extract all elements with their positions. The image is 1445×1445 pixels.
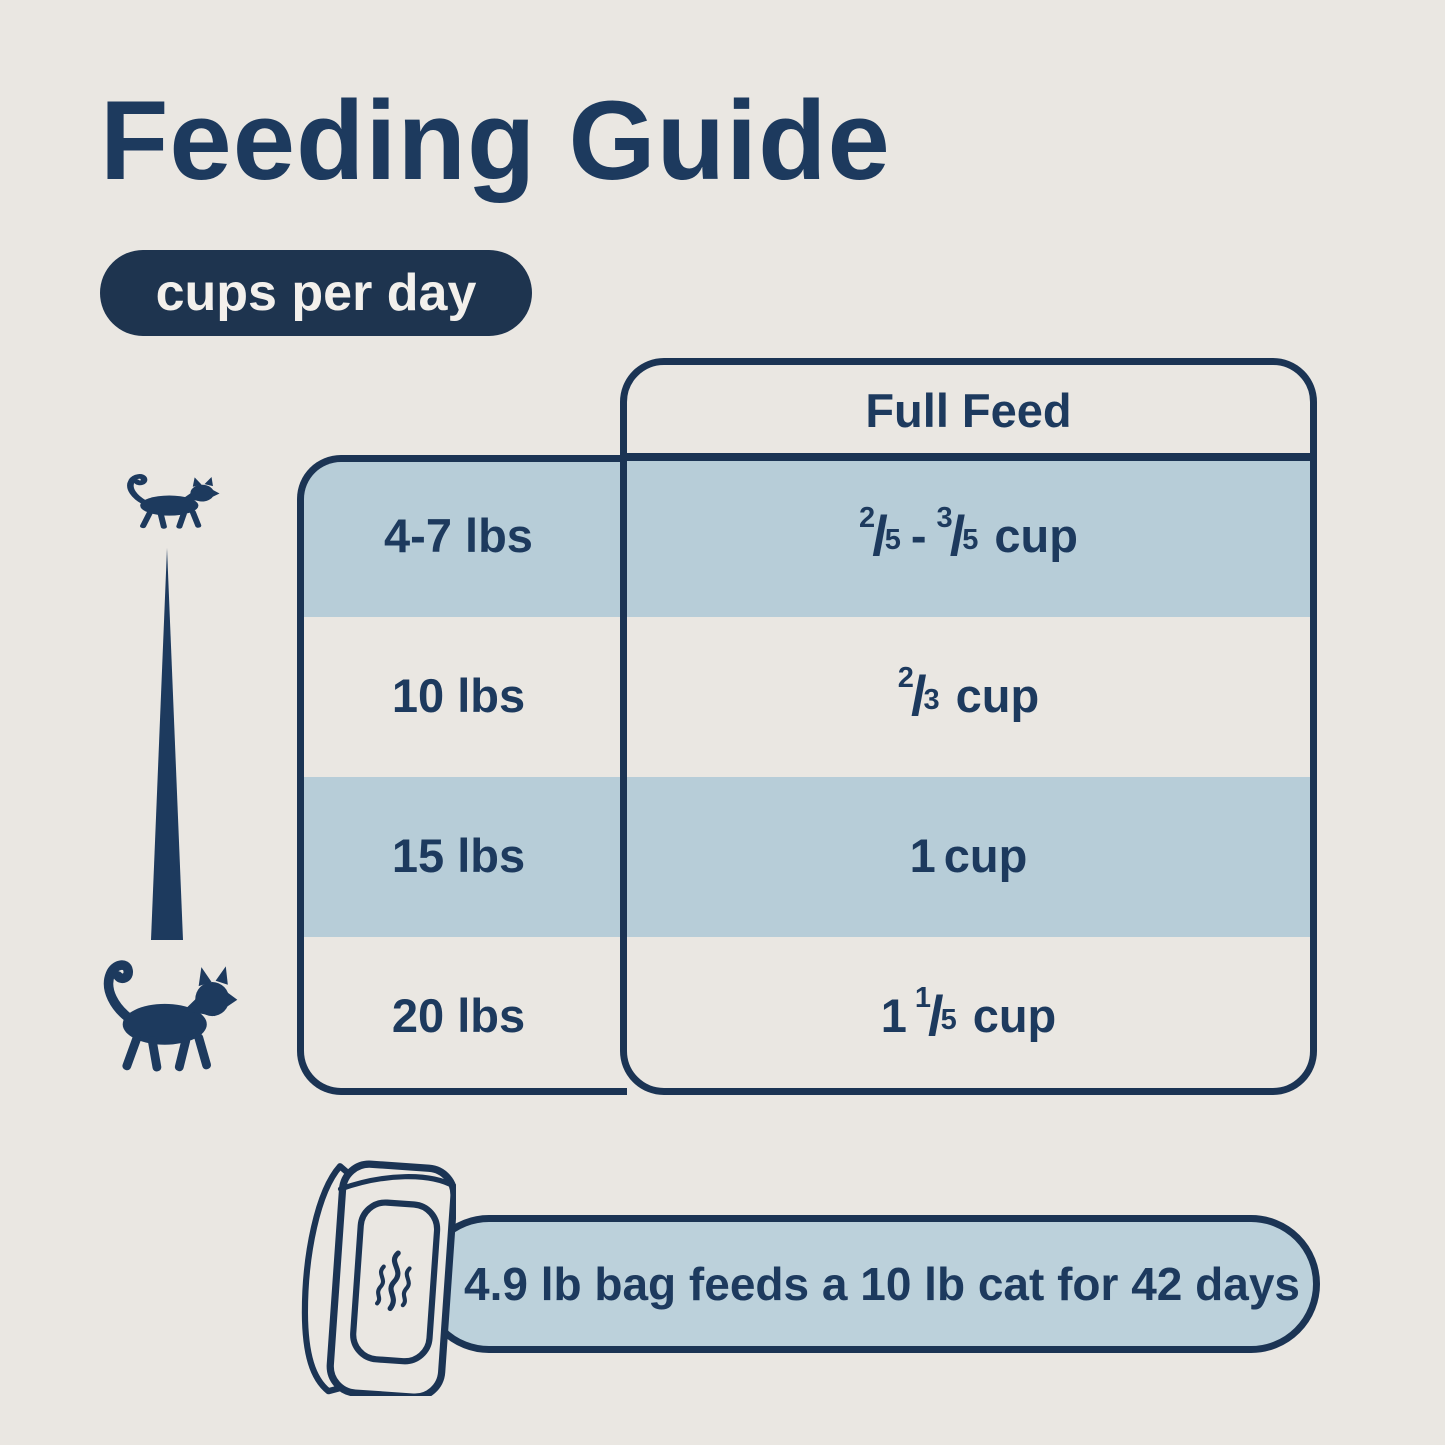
weight-cell: 4-7 lbs: [384, 508, 533, 562]
cups-cell: 2/5 - 3/5 cup: [620, 455, 1317, 615]
fraction-slash: /: [949, 503, 966, 567]
fraction-denominator: 3: [923, 683, 940, 716]
fraction-numerator: 1: [914, 981, 931, 1014]
weight-column-frame: [297, 455, 627, 1095]
cups-per-day-label: cups per day: [155, 264, 477, 322]
fraction-numerator: 3: [936, 501, 953, 534]
unit-label: cup: [955, 668, 1040, 722]
unit-label: cup: [994, 508, 1078, 562]
full-feed-column-frame: [620, 358, 1317, 1095]
cups-per-day-badge: cups per day: [100, 250, 532, 336]
weight-cell: 10 lbs: [391, 668, 526, 722]
bag-info-text: 4.9 lb bag feeds a 10 lb cat for 42 days: [463, 1258, 1301, 1310]
row-stripe: [302, 777, 1312, 937]
unit-label: cup: [943, 828, 1028, 882]
whole-number: 1: [880, 988, 907, 1042]
fraction-slash: /: [928, 983, 944, 1047]
fraction-denominator: 5: [940, 1003, 957, 1036]
range-dash: -: [910, 508, 927, 562]
cat-size-scale-wedge: [151, 548, 183, 940]
steam-icon: [374, 1250, 412, 1312]
small-cat-icon: [127, 474, 220, 529]
fraction-slash: /: [872, 503, 888, 567]
whole-number: 1: [909, 828, 936, 882]
weight-cell: 15 lbs: [391, 828, 526, 882]
cups-cell: 2/3 cup: [620, 615, 1317, 775]
cups-cell: 1 1/5 cup: [620, 935, 1317, 1095]
cups-cell: 1 cup: [620, 775, 1317, 935]
fraction-denominator: 5: [884, 523, 901, 556]
feeding-table: Full Feed 4-7 lbs 2/5 - 3/5 cup 10 lbs 2…: [297, 358, 1317, 1095]
large-cat-icon: [103, 960, 238, 1072]
fraction-slash: /: [910, 663, 927, 727]
weight-cell: 20 lbs: [391, 988, 526, 1042]
column-header-full-feed: Full Feed: [865, 383, 1072, 437]
fraction-denominator: 5: [962, 523, 979, 556]
fraction-numerator: 2: [897, 661, 914, 694]
header-divider: [620, 453, 1317, 461]
row-stripe: [302, 457, 1312, 617]
fraction-numerator: 2: [859, 501, 876, 534]
page-title: Feeding Guide: [100, 78, 891, 203]
unit-label: cup: [972, 988, 1057, 1042]
bag-info-banner: 4.9 lb bag feeds a 10 lb cat for 42 days: [420, 1215, 1320, 1353]
food-bag-icon: [301, 1160, 456, 1396]
